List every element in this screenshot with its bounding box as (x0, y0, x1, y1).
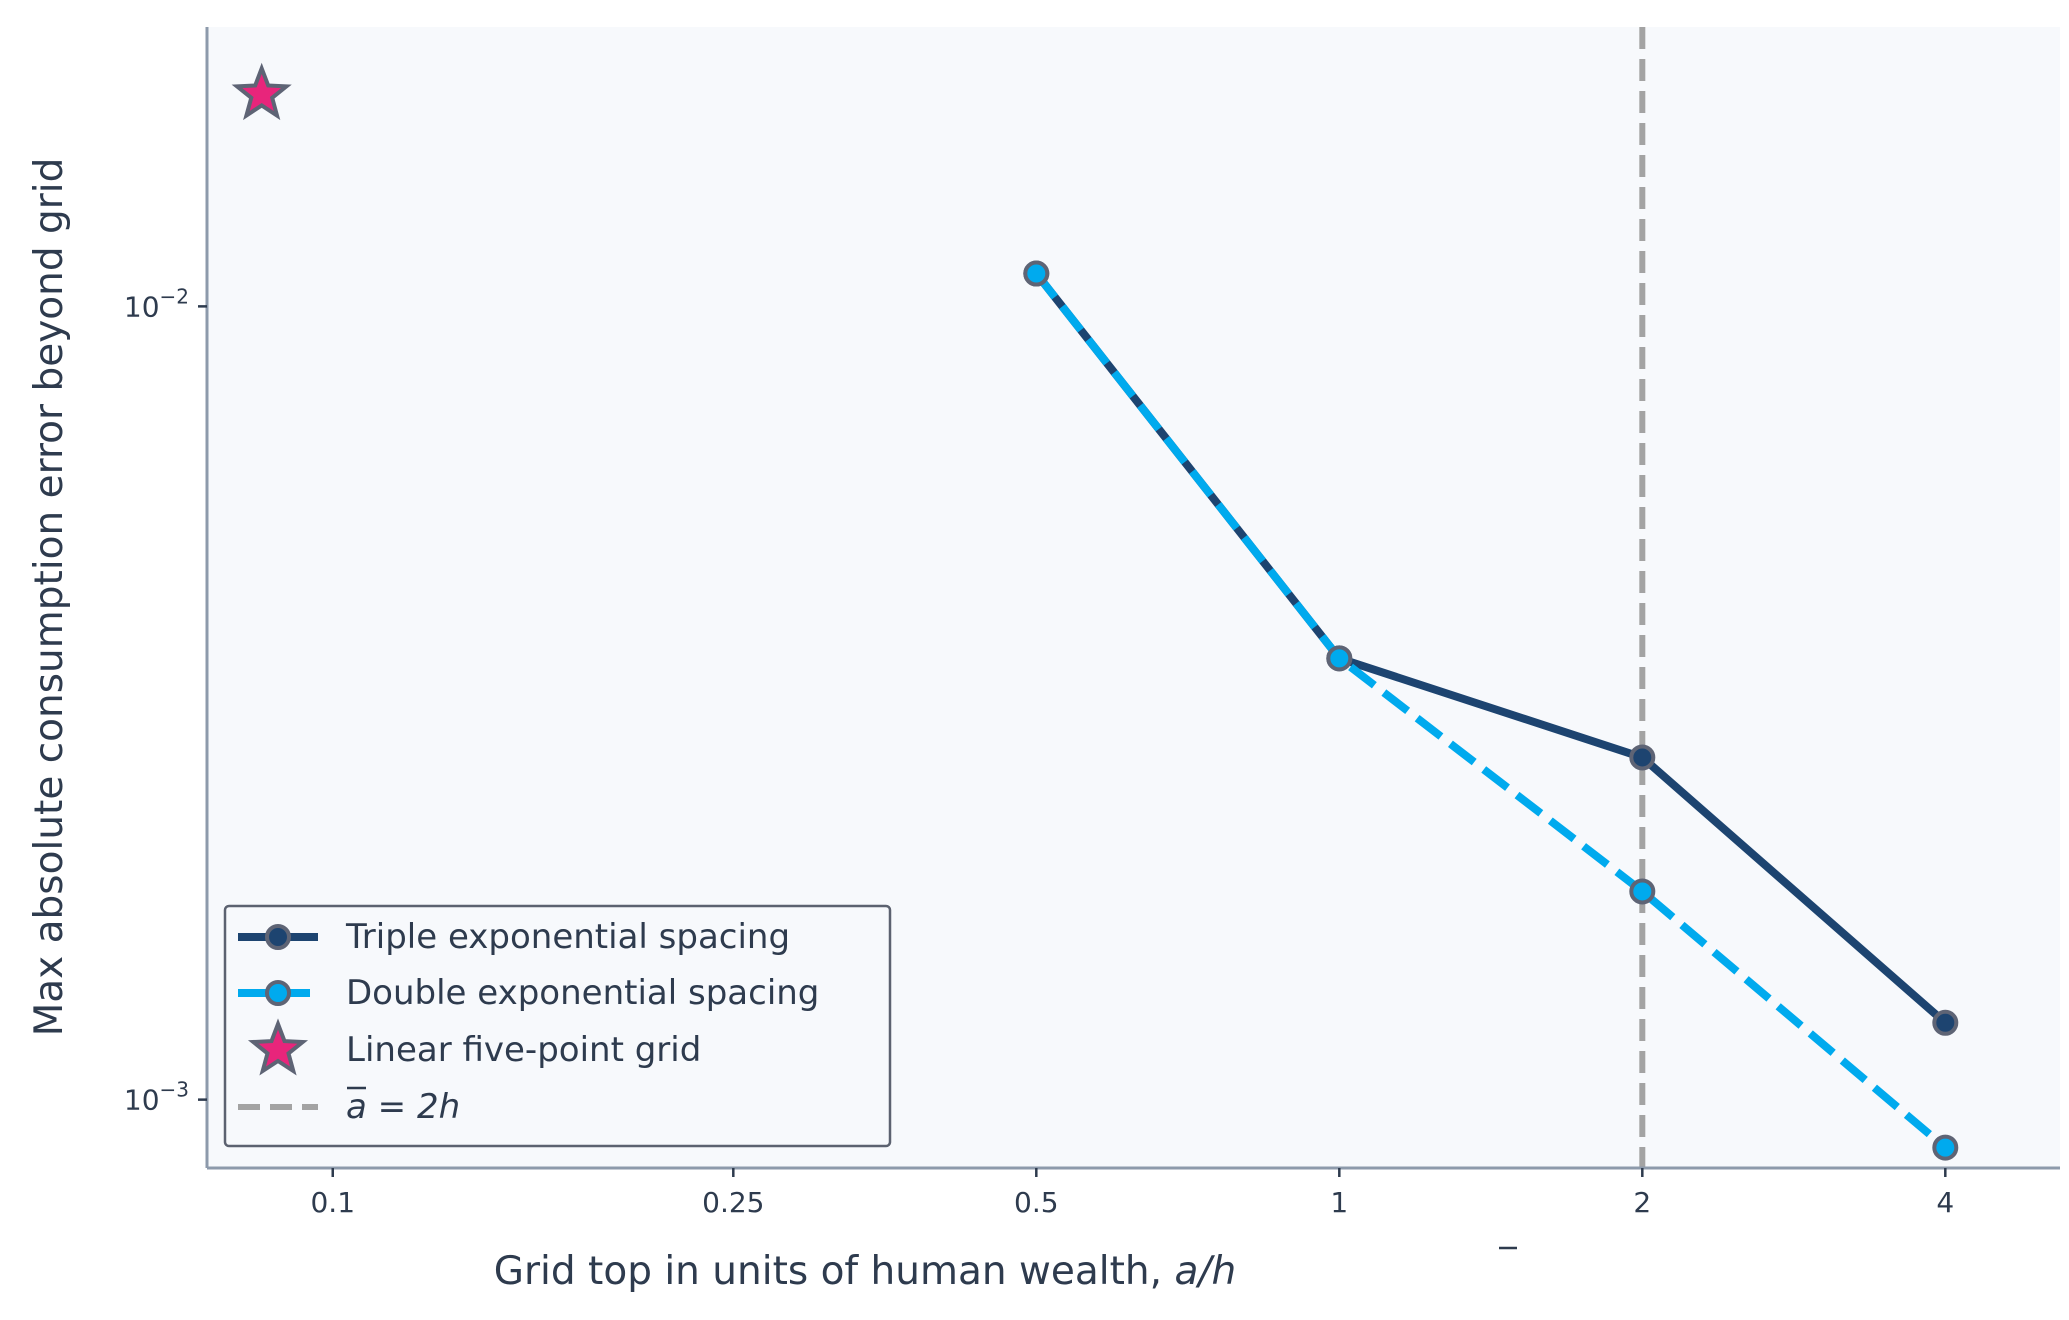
y-axis-label: Max absolute consumption error beyond gr… (27, 158, 72, 1037)
series-point-linear (231, 62, 292, 121)
legend: Triple exponential spacing Double expone… (223, 904, 892, 1148)
legend-entry-double: Double exponential spacing (238, 973, 819, 1013)
legend-label-triple: Triple exponential spacing (345, 917, 790, 957)
series-point-double (1023, 260, 1050, 287)
legend-entry-triple: Triple exponential spacing (238, 917, 790, 957)
x-tick-label: 0.25 (702, 1186, 764, 1219)
x-tick-label: 4 (1936, 1186, 1954, 1219)
legend-entry-reference: a = 2h (238, 1086, 460, 1127)
legend-marker-star (247, 1018, 309, 1076)
ticks-layer: 0.1 0.25 0.5 1 2 4 10−2 10−3 (124, 284, 1954, 1219)
y-tick-label: 10−2 (124, 284, 189, 323)
x-axis-label: Grid top in units of human wealth, a/h (494, 1249, 1236, 1294)
legend-entry-linear: Linear five-point grid (247, 1018, 701, 1076)
x-axis-label-math: a/h (1174, 1249, 1236, 1294)
x-tick-label: 0.5 (1014, 1186, 1059, 1219)
series-layer (231, 62, 1959, 1161)
series-point-triple (1932, 1009, 1959, 1036)
legend-label-reference: a = 2h (346, 1087, 460, 1127)
legend-box (223, 904, 892, 1148)
y-tick-label: 10−3 (124, 1078, 189, 1117)
legend-label-linear: Linear five-point grid (346, 1030, 701, 1070)
x-tick-label: 0.1 (310, 1186, 355, 1219)
series-linear (231, 62, 292, 121)
legend-marker-double (265, 980, 291, 1006)
x-tick-label: 1 (1330, 1186, 1348, 1219)
legend-label-double: Double exponential spacing (346, 973, 819, 1013)
series-point-triple (1629, 744, 1656, 771)
series-double (1023, 260, 1959, 1161)
series-line-triple (1033, 271, 1948, 1026)
series-point-double (1326, 645, 1353, 672)
x-tick-label: 2 (1633, 1186, 1651, 1219)
series-line-double (1033, 271, 1948, 1151)
legend-marker-triple (265, 924, 291, 950)
series-point-double (1629, 878, 1656, 905)
series-point-double (1932, 1134, 1959, 1161)
